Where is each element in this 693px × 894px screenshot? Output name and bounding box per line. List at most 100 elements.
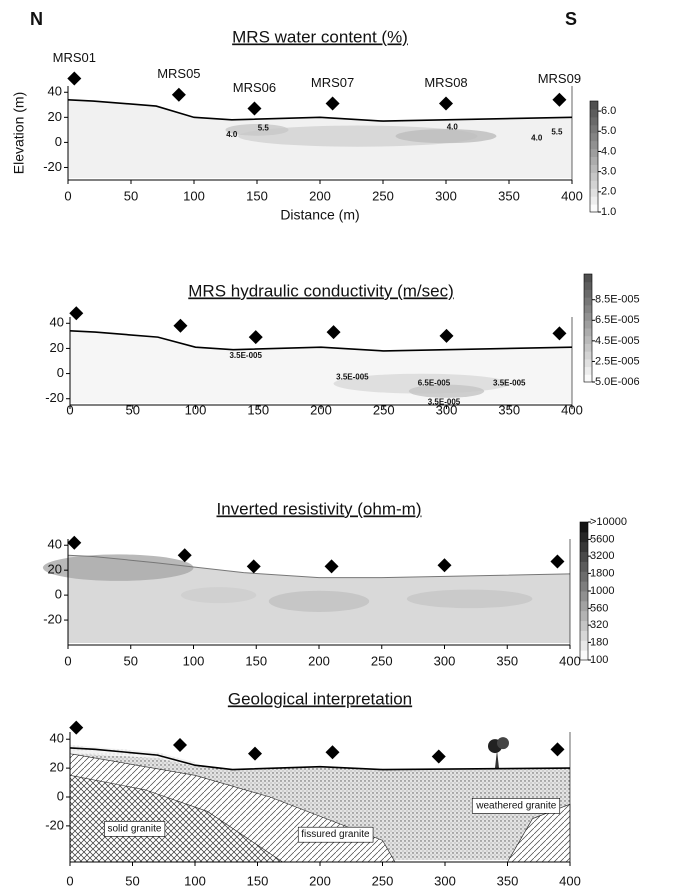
section-shade bbox=[408, 384, 485, 398]
station-label: MRS08 bbox=[424, 75, 467, 90]
colorbar-label: 4.5E-005 bbox=[595, 335, 640, 347]
x-tick-label: 400 bbox=[559, 873, 581, 888]
zone-label: weathered granite bbox=[475, 800, 556, 811]
x-tick-label: 250 bbox=[372, 873, 394, 888]
colorbar-step bbox=[580, 630, 588, 641]
section-fill bbox=[70, 330, 572, 403]
station-label: MRS06 bbox=[233, 80, 276, 95]
x-tick-label: 100 bbox=[185, 402, 207, 417]
station-marker bbox=[325, 96, 340, 111]
x-tick-label: 200 bbox=[308, 653, 330, 668]
y-tick-label: 40 bbox=[50, 731, 64, 746]
colorbar-label: 1000 bbox=[590, 585, 614, 597]
x-tick-label: 200 bbox=[309, 188, 331, 203]
colorbar-label: 2.0 bbox=[601, 186, 616, 198]
contour-label: 4.0 bbox=[447, 122, 459, 131]
y-tick-label: 40 bbox=[48, 84, 62, 99]
x-tick-label: 250 bbox=[371, 653, 393, 668]
x-tick-label: 300 bbox=[435, 188, 457, 203]
surface-line bbox=[67, 98, 573, 122]
x-tick-label: 350 bbox=[498, 402, 520, 417]
section-shade bbox=[225, 123, 289, 136]
station-marker bbox=[439, 96, 453, 111]
x-tick-label: 100 bbox=[183, 653, 205, 668]
colorbar-step bbox=[584, 289, 592, 298]
colorbar-step bbox=[590, 156, 598, 165]
colorbar-step bbox=[580, 610, 588, 622]
x-tick-label: 0 bbox=[66, 873, 73, 888]
colorbar-step bbox=[590, 116, 598, 126]
y-tick-label: 40 bbox=[48, 537, 62, 552]
colorbar-step bbox=[580, 561, 588, 572]
colorbar-step bbox=[590, 132, 598, 142]
colorbar-step bbox=[584, 281, 592, 290]
colorbar-step bbox=[584, 297, 592, 306]
y-axis-label: Elevation (m) bbox=[11, 92, 27, 174]
station-label: MRS01 bbox=[53, 50, 96, 65]
colorbar-label: 320 bbox=[590, 619, 608, 631]
colorbar-label: 8.5E-005 bbox=[595, 294, 640, 306]
colorbar-step bbox=[580, 640, 588, 651]
colorbar-frame bbox=[583, 273, 593, 383]
station-marker bbox=[439, 328, 454, 343]
colorbar-step bbox=[590, 101, 598, 110]
section-shade bbox=[395, 129, 497, 144]
tree-crown bbox=[497, 737, 509, 750]
colorbar-step bbox=[580, 600, 588, 612]
station-marker bbox=[173, 738, 187, 752]
colorbar-step bbox=[580, 551, 588, 562]
zone-label-box bbox=[104, 821, 166, 837]
colorbar-step bbox=[580, 591, 588, 602]
colorbar-label: 5.0 bbox=[601, 125, 616, 137]
colorbar-label: 1.0 bbox=[601, 206, 616, 218]
y-tick-label: 0 bbox=[57, 365, 64, 380]
x-tick-label: 400 bbox=[559, 653, 581, 668]
colorbar-step bbox=[590, 164, 598, 173]
y-tick-label: 0 bbox=[55, 134, 62, 149]
x-tick-label: 150 bbox=[247, 402, 269, 417]
x-tick-label: 400 bbox=[561, 402, 583, 417]
x-tick-label: 200 bbox=[310, 402, 332, 417]
zone-label: solid granite bbox=[108, 823, 162, 834]
y-tick-label: -20 bbox=[45, 390, 64, 405]
colorbar-label: 5600 bbox=[590, 533, 614, 545]
station-marker bbox=[325, 745, 340, 760]
colorbar-label: 2.5E-005 bbox=[595, 355, 640, 367]
surface-line bbox=[69, 330, 573, 352]
y-tick-label: 0 bbox=[57, 788, 64, 803]
panel-title: MRS hydraulic conductivity (m/sec) bbox=[188, 281, 453, 300]
panel-title: Geological interpretation bbox=[228, 689, 412, 708]
colorbar-label: 6.0 bbox=[601, 105, 616, 117]
colorbar-step bbox=[590, 124, 598, 134]
station-marker bbox=[326, 325, 341, 340]
colorbar-step bbox=[590, 108, 598, 118]
y-tick-label: 0 bbox=[55, 587, 62, 602]
colorbar-step bbox=[580, 541, 588, 553]
colorbar-label: 3.0 bbox=[601, 166, 616, 178]
panel-title: Inverted resistivity (ohm-m) bbox=[217, 499, 422, 518]
colorbar-step bbox=[584, 343, 592, 352]
contour-label: 5.5 bbox=[258, 124, 270, 133]
contour-label: 3.5E-005 bbox=[229, 351, 262, 360]
colorbar-step bbox=[590, 148, 598, 157]
contour-label: 3.5E-005 bbox=[428, 398, 461, 407]
colorbar-step bbox=[584, 312, 592, 321]
colorbar-step bbox=[584, 366, 592, 375]
colorbar-label: >10000 bbox=[590, 516, 627, 528]
station-marker bbox=[550, 554, 565, 569]
y-tick-label: -20 bbox=[45, 817, 64, 832]
colorbar-label: 6.5E-005 bbox=[595, 314, 640, 326]
x-tick-label: 350 bbox=[498, 188, 520, 203]
section-shade bbox=[42, 554, 194, 581]
colorbar-step bbox=[584, 374, 592, 383]
x-tick-label: 0 bbox=[64, 188, 71, 203]
zone-label: fissured granite bbox=[301, 829, 370, 840]
x-tick-label: 0 bbox=[66, 402, 73, 417]
contour-label: 5.5 bbox=[551, 127, 563, 136]
x-tick-label: 250 bbox=[372, 188, 394, 203]
station-marker bbox=[431, 749, 446, 764]
section-shade bbox=[406, 589, 533, 609]
contour-label: 4.0 bbox=[226, 130, 238, 139]
colorbar-step bbox=[580, 581, 588, 592]
station-marker bbox=[171, 87, 186, 102]
